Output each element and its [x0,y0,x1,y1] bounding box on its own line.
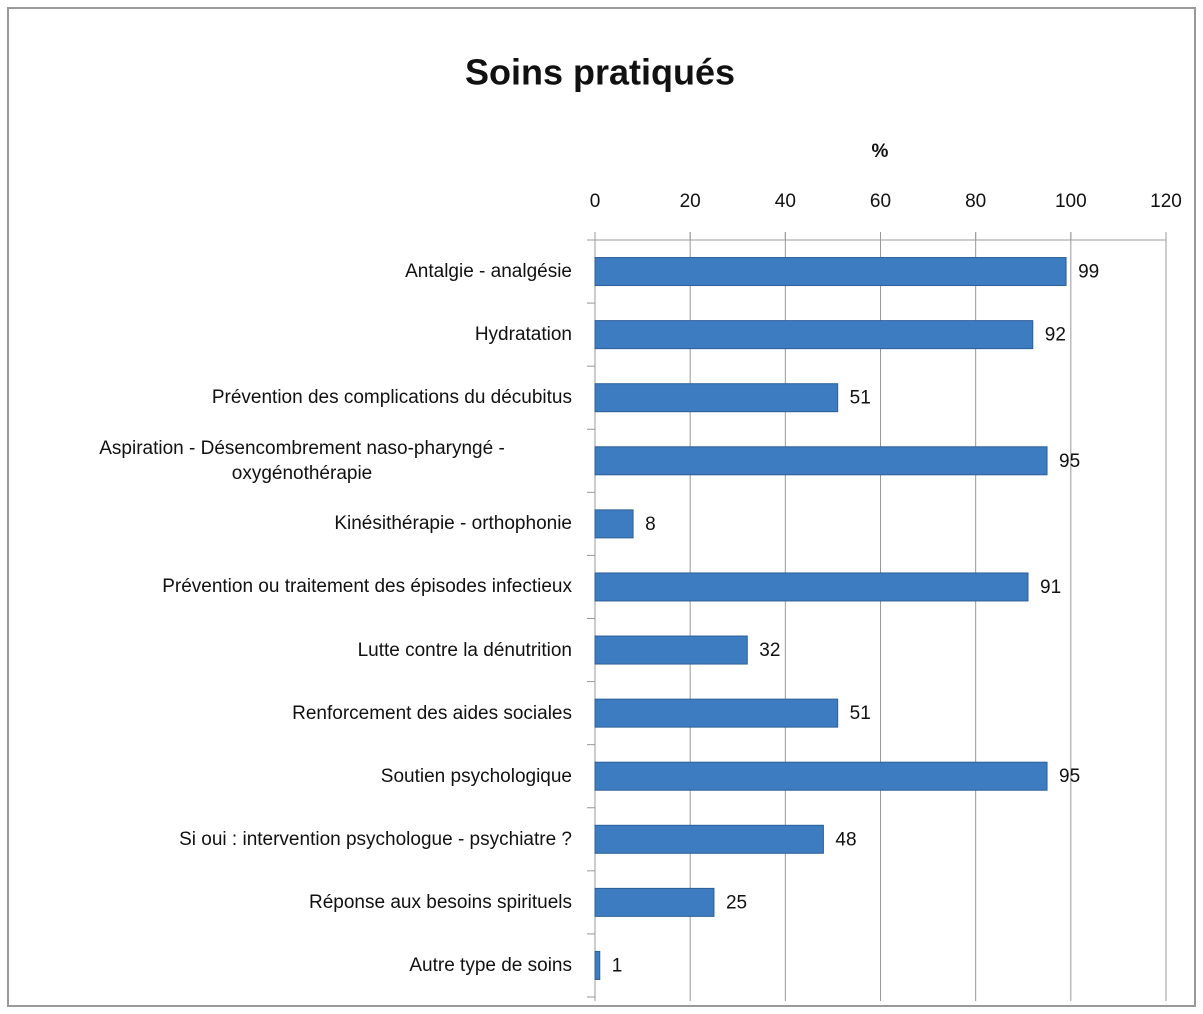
category-label-box: Lutte contre la dénutrition [20,620,572,680]
y-tick-label: Aspiration - Désencombrement naso-pharyn… [99,437,505,484]
y-tick-label: Hydratation [474,324,572,346]
category-label-box: Autre type de soins [20,935,572,995]
value-label: 25 [726,892,747,913]
value-label: 91 [1040,577,1061,598]
bar [594,635,748,665]
category-label-box: Si oui : intervention psychologue - psyc… [20,809,572,869]
bar [594,257,1067,287]
bar [594,950,601,980]
value-label: 1 [612,955,623,976]
y-tick-label: Antalgie - analgésie [405,261,572,283]
value-label: 32 [759,640,780,661]
y-tick-label: Renforcement des aides sociales [292,702,572,724]
value-label: 8 [645,514,656,535]
y-tick-label: Prévention ou traitement des épisodes in… [162,576,572,598]
bar [594,698,839,728]
x-tick-label: 80 [965,191,986,212]
y-tick-label: Réponse aux besoins spirituels [309,891,572,913]
y-tick-label: Prévention des complications du décubitu… [211,387,572,409]
bar [594,320,1034,350]
y-tick-label: Si oui : intervention psychologue - psyc… [179,828,572,850]
bar [594,824,824,854]
category-label-box: Réponse aux besoins spirituels [20,872,572,932]
bar [594,446,1048,476]
bar [594,509,634,539]
y-tick-label: Lutte contre la dénutrition [357,639,572,661]
bar [594,887,715,917]
bar [594,383,839,413]
x-tick-label: 100 [1055,191,1087,212]
category-label-box: Soutien psychologique [20,746,572,806]
bar [594,761,1048,791]
x-tick-label: 0 [590,191,601,212]
chart-title: Soins pratiqués [465,52,735,93]
category-label-box: Prévention des complications du décubitu… [20,368,572,428]
category-label-box: Kinésithérapie - orthophonie [20,494,572,554]
x-tick-label: 20 [680,191,701,212]
x-tick-label: 60 [870,191,891,212]
value-label: 48 [835,829,856,850]
category-label-box: Renforcement des aides sociales [20,683,572,743]
y-tick-label: Kinésithérapie - orthophonie [334,513,572,535]
y-tick-label: Autre type de soins [409,954,572,976]
category-label-box: Hydratation [20,305,572,365]
y-tick-label: Soutien psychologique [380,765,572,787]
value-label: 92 [1045,325,1066,346]
value-label: 51 [850,388,871,409]
value-label: 51 [850,703,871,724]
category-label-box: Aspiration - Désencombrement naso-pharyn… [20,431,572,491]
category-label-box: Prévention ou traitement des épisodes in… [20,557,572,617]
x-axis-label: % [872,141,889,162]
category-label-box: Antalgie - analgésie [20,242,572,302]
bar [594,572,1029,602]
value-label: 95 [1059,766,1080,787]
x-tick-label: 40 [775,191,796,212]
value-label: 99 [1078,262,1099,283]
value-label: 95 [1059,451,1080,472]
x-tick-label: 120 [1150,191,1182,212]
